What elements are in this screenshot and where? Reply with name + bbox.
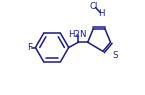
Text: H2N: H2N	[68, 30, 87, 39]
Text: F: F	[27, 43, 32, 52]
Text: Cl: Cl	[89, 2, 98, 11]
Text: H: H	[98, 9, 104, 18]
Text: S: S	[112, 51, 118, 60]
